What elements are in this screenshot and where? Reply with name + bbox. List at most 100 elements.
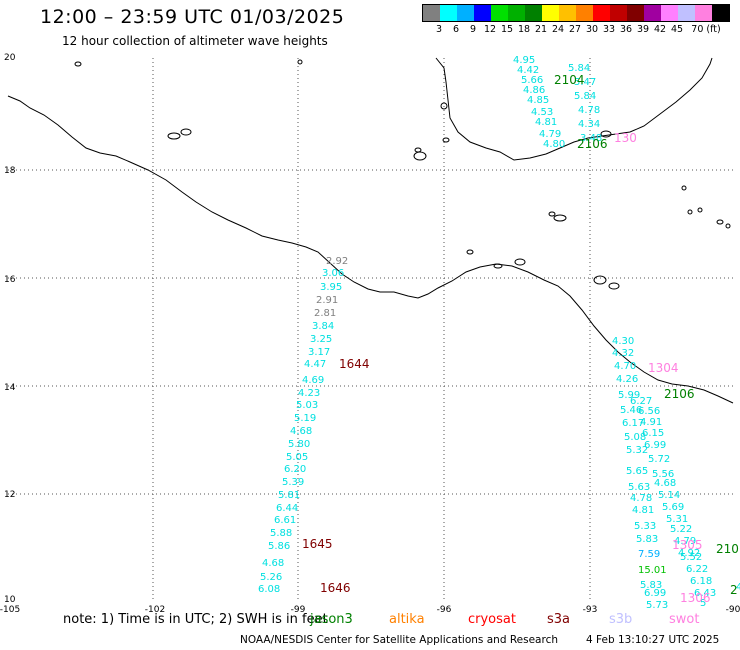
island-outline xyxy=(716,219,724,225)
map-title: 12:00 – 23:59 UTC 01/03/2025 xyxy=(40,6,345,28)
wave-height-value: 5.83 xyxy=(636,534,658,545)
satellite-key-altika: altika xyxy=(389,612,425,627)
wave-height-value: 5.80 xyxy=(288,439,310,450)
credit-line: NOAA/NESDIS Center for Satellite Applica… xyxy=(240,634,558,646)
legend-label: 70 (ft) xyxy=(691,24,721,35)
wave-height-value: 6.15 xyxy=(642,428,664,439)
wave-height-value: 6.61 xyxy=(274,515,296,526)
wave-height-value: 4.70 xyxy=(614,361,636,372)
wave-height-value: 5.47 xyxy=(574,77,596,88)
wave-height-value: 6.43 xyxy=(694,588,716,599)
legend-label: 18 xyxy=(517,24,531,35)
island-outline xyxy=(600,130,612,138)
wave-height-value: 5.46 xyxy=(620,405,642,416)
axis-labels: -105 -102 -99 -96 -93 -90 20 18 16 14 12 10 xyxy=(0,53,740,615)
wave-height-value: 5.69 xyxy=(662,502,684,513)
legend-label: 39 xyxy=(636,24,650,35)
wave-height-value: 5.86 xyxy=(268,541,290,552)
wave-height-value: 4.34 xyxy=(578,119,600,130)
wave-height-value: 6.44 xyxy=(276,503,298,514)
wave-height-value: 6.18 xyxy=(690,576,712,587)
legend-label: 33 xyxy=(602,24,616,35)
island-outline xyxy=(593,275,607,285)
legend-label: 9 xyxy=(469,24,477,35)
island-outline xyxy=(442,137,450,143)
island-outline xyxy=(493,263,503,269)
pass-time-label: 2106 xyxy=(577,137,608,151)
legend-swatch xyxy=(576,5,593,21)
wave-height-value: 4.78 xyxy=(578,105,600,116)
legend-swatch xyxy=(610,5,627,21)
island-outline xyxy=(440,102,448,110)
wave-height-value: 5.26 xyxy=(260,572,282,583)
wave-height-value: 5.88 xyxy=(270,528,292,539)
wave-height-value: 4.30 xyxy=(612,336,634,347)
longitude-label: -105 xyxy=(0,605,20,615)
longitude-label: -96 xyxy=(437,605,452,615)
wave-height-value: 5.65 xyxy=(626,466,648,477)
wave-height-value: 4.42 xyxy=(517,65,539,76)
map-note: note: 1) Time is in UTC; 2) SWH is in fe… xyxy=(63,612,699,627)
wave-height-value: 5.52 xyxy=(680,552,702,563)
wave-height-value: 15.01 xyxy=(638,565,667,576)
wave-height-value: 6.20 xyxy=(284,464,306,475)
wave-height-value: 5.19 xyxy=(294,413,316,424)
wave-height-value: 5.39 xyxy=(282,477,304,488)
wave-height-value: 4.95 xyxy=(513,55,535,66)
wave-height-value: 5.81 xyxy=(278,490,300,501)
satellite-track-labels: 1644 1645 1646 2104 2106 2106 130 1304 1305 1306 2… xyxy=(302,73,739,605)
wave-height-value: 3.25 xyxy=(310,334,332,345)
satellite-key-jason3: jason3 xyxy=(310,612,353,627)
wave-height-value: 5.66 xyxy=(521,75,543,86)
legend-color-bar xyxy=(422,4,730,22)
legend-swatch xyxy=(678,5,695,21)
legend-label: 42 xyxy=(653,24,667,35)
latitude-label: 16 xyxy=(4,275,16,285)
island-outline xyxy=(687,209,693,215)
island-outline xyxy=(608,282,620,290)
generation-timestamp: 4 Feb 13:10:27 UTC 2025 xyxy=(586,634,720,646)
island-outline xyxy=(697,207,703,213)
legend-label: 45 xyxy=(670,24,684,35)
wave-height-value: 4.79 xyxy=(539,129,561,140)
wave-height-value: 4.47 xyxy=(304,359,326,370)
legend-swatch xyxy=(542,5,559,21)
legend-label: 21 xyxy=(534,24,548,35)
wave-height-value: 4.68 xyxy=(290,426,312,437)
wave-height-value: 5.99 xyxy=(618,390,640,401)
wave-height-value: 4.80 xyxy=(543,139,565,150)
wave-height-value: 3.17 xyxy=(308,347,330,358)
legend-swatch xyxy=(593,5,610,21)
wave-height-value: 5.56 xyxy=(652,469,674,480)
wave-height-value: 5.14 xyxy=(658,490,680,501)
satellite-key-s3b: s3b xyxy=(609,612,633,627)
latitude-label: 10 xyxy=(4,595,16,605)
legend-swatch xyxy=(661,5,678,21)
wave-height-value: 3.48 xyxy=(580,133,602,144)
pass-time-label: 1305 xyxy=(672,538,703,552)
satellite-key-cryosat: cryosat xyxy=(468,612,516,627)
wave-height-value: 5.72 xyxy=(648,454,670,465)
legend-label: 30 xyxy=(585,24,599,35)
wave-height-value: 4.86 xyxy=(523,85,545,96)
legend-swatch xyxy=(627,5,644,21)
legend-label: 24 xyxy=(551,24,565,35)
pacific-coastline xyxy=(7,95,734,404)
island-outline xyxy=(553,214,567,222)
wave-height-value: 5.32 xyxy=(626,445,648,456)
latitude-label: 18 xyxy=(4,166,16,176)
wave-height-value: 6.08 xyxy=(258,584,280,595)
wave-height-value: 4.78 xyxy=(630,493,652,504)
wave-height-value: 6.99 xyxy=(644,588,666,599)
legend-swatch xyxy=(457,5,474,21)
wave-height-value: 4.81 xyxy=(535,117,557,128)
legend-label: 3 xyxy=(435,24,443,35)
pass-time-label: 1644 xyxy=(339,357,370,371)
wave-height-value: 4.81 xyxy=(632,505,654,516)
legend-swatch xyxy=(440,5,457,21)
legend-swatch xyxy=(423,5,440,21)
island-outline xyxy=(414,147,422,153)
wave-height-value: 4.69 xyxy=(302,375,324,386)
legend-swatch xyxy=(525,5,542,21)
